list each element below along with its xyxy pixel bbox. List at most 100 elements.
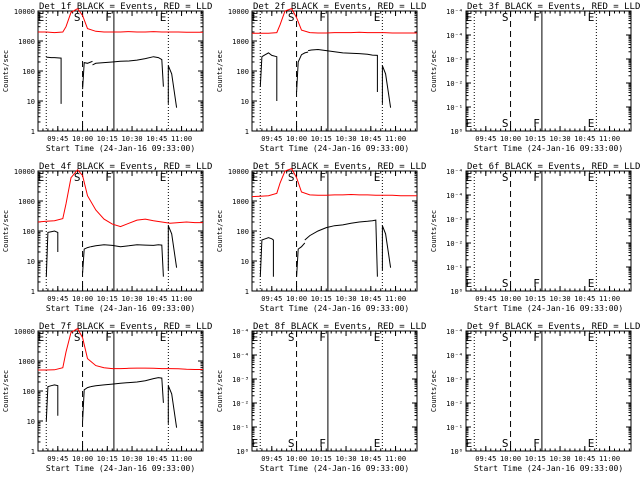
x-tick-label: 11:00 (385, 135, 406, 143)
y-tick-label: 10⁻⁴ (446, 352, 463, 360)
y-tick-label: 10⁻¹ (446, 424, 463, 432)
x-tick-label: 10:00 (72, 455, 93, 463)
x-tick-label: 10:30 (336, 455, 357, 463)
series-line-events (308, 48, 378, 92)
y-tick-label: 10 (27, 258, 35, 266)
marker-label-top: F (533, 171, 540, 184)
x-tick-label: 10:45 (360, 455, 381, 463)
x-tick-label: 10:45 (360, 295, 381, 303)
y-tick-label: 10000 (14, 8, 35, 16)
x-tick-label: 09:45 (261, 455, 282, 463)
marker-label-top: E (466, 331, 473, 344)
x-tick-label: 11:00 (171, 135, 192, 143)
series-line-events (259, 237, 274, 277)
marker-label-bottom: E (466, 117, 473, 130)
detector-panel-7: Det 7f BLACK = Events, RED = LLD 1 10 100 10… (2, 322, 212, 473)
y-tick-label: 10⁻¹ (446, 264, 463, 272)
detector-panel-3: Det 3f BLACK = Events, RED = LLD 10⁰ 10⁻¹ 1… (430, 2, 640, 153)
y-tick-label: 10⁻² (446, 400, 463, 408)
y-tick-label: 1 (245, 128, 249, 136)
marker-label-top: F (533, 11, 540, 24)
x-tick-label: 09:45 (475, 455, 496, 463)
y-tick-label: 1 (245, 288, 249, 296)
marker-label-bottom: S (502, 437, 509, 450)
marker-label-top: F (105, 171, 112, 184)
y-axis-label: Counts/sec (430, 50, 438, 92)
x-tick-label: 10:45 (146, 455, 167, 463)
series-line-events (82, 60, 93, 90)
series-line-lld (38, 7, 203, 34)
marker-label-top: E (160, 331, 167, 344)
series-line-lld (38, 327, 203, 371)
y-tick-label: 10000 (14, 168, 35, 176)
panel-title: Det 5f BLACK = Events, RED = LLD (253, 162, 426, 172)
marker-label-bottom: F (533, 437, 540, 450)
marker-label-bottom: E (588, 277, 595, 290)
y-tick-label: 1000 (232, 198, 249, 206)
x-tick-label: 10:00 (72, 135, 93, 143)
marker-label-top: E (466, 11, 473, 24)
x-axis-label: Start Time (24-Jan-16 09:33:00) (474, 144, 623, 153)
x-tick-label: 10:15 (525, 135, 546, 143)
marker-label-top: S (502, 11, 509, 24)
x-tick-label: 10:00 (500, 295, 521, 303)
marker-label-bottom: E (252, 437, 259, 450)
marker-label-top: E (38, 11, 45, 24)
marker-label-top: F (105, 11, 112, 24)
x-tick-label: 10:00 (72, 295, 93, 303)
y-tick-label: 1 (31, 288, 35, 296)
marker-label-top: F (319, 171, 326, 184)
series-line-events (259, 52, 278, 101)
y-tick-label: 1 (31, 128, 35, 136)
x-tick-label: 10:00 (500, 135, 521, 143)
x-tick-label: 09:45 (47, 135, 68, 143)
series-line-lld (252, 7, 417, 34)
y-tick-label: 100 (22, 388, 35, 396)
x-tick-label: 10:45 (574, 455, 595, 463)
x-tick-label: 10:45 (360, 135, 381, 143)
x-axis-label: Start Time (24-Jan-16 09:33:00) (46, 144, 195, 153)
marker-label-top: S (74, 331, 81, 344)
y-tick-label: 10⁻¹ (232, 424, 249, 432)
marker-label-bottom: S (502, 277, 509, 290)
y-tick-label: 10⁰ (450, 288, 463, 296)
series-line-events (82, 246, 91, 273)
x-axis-label: Start Time (24-Jan-16 09:33:00) (46, 304, 195, 313)
y-tick-label: 10⁻² (446, 240, 463, 248)
x-tick-label: 10:30 (550, 455, 571, 463)
series-line-events (90, 377, 164, 403)
y-tick-label: 10 (241, 98, 249, 106)
y-tick-label: 10000 (14, 328, 35, 336)
marker-label-top: E (252, 11, 259, 24)
x-tick-label: 10:30 (336, 135, 357, 143)
series-line-events (82, 386, 91, 422)
x-tick-label: 10:15 (525, 295, 546, 303)
x-tick-label: 10:15 (311, 455, 332, 463)
y-tick-label: 10⁻¹ (446, 104, 463, 112)
series-line-events (296, 51, 309, 93)
x-tick-label: 10:30 (550, 135, 571, 143)
marker-label-bottom: E (374, 437, 381, 450)
plot-frame (37, 10, 204, 132)
y-tick-label: 1000 (18, 38, 35, 46)
y-tick-label: 10⁻³ (446, 56, 463, 64)
x-tick-label: 10:30 (550, 295, 571, 303)
marker-label-top: F (319, 331, 326, 344)
marker-label-top: E (374, 331, 381, 344)
y-tick-label: 10⁰ (450, 128, 463, 136)
series-line-events (167, 225, 178, 270)
y-axis-label: Counts/sec (2, 50, 10, 92)
marker-label-top: F (105, 331, 112, 344)
y-tick-label: 10 (27, 418, 35, 426)
plot-frame (465, 330, 632, 452)
x-tick-label: 10:00 (500, 455, 521, 463)
y-tick-label: 10⁻⁴ (446, 8, 463, 16)
marker-label-top: E (588, 331, 595, 344)
y-axis-label: Counts/sec (216, 210, 224, 252)
marker-label-top: E (588, 11, 595, 24)
x-axis-label: Start Time (24-Jan-16 09:33:00) (474, 464, 623, 473)
panel-title: Det 3f BLACK = Events, RED = LLD (467, 2, 640, 12)
marker-label-bottom: E (466, 437, 473, 450)
plot-frame (465, 170, 632, 292)
